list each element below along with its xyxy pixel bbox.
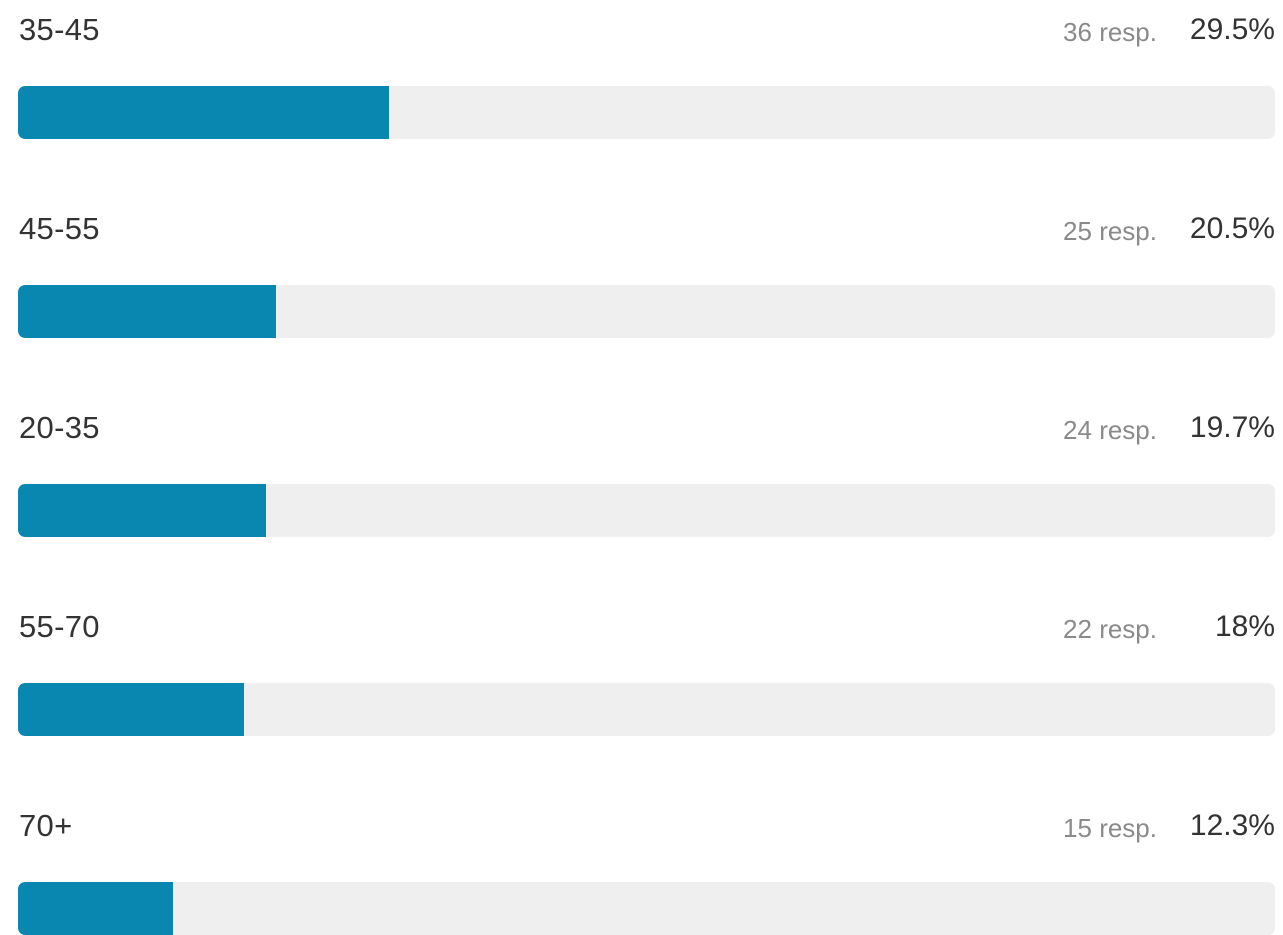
bar-row: 70+ 15 resp. 12.3% xyxy=(18,804,1275,935)
bar-fill xyxy=(18,285,276,338)
bar-row: 20-35 24 resp. 19.7% xyxy=(18,406,1275,537)
response-count-label: 22 resp. xyxy=(1063,614,1157,644)
percent-label: 19.7% xyxy=(1189,411,1275,444)
bar-track xyxy=(18,882,1275,935)
category-label: 45-55 xyxy=(19,211,100,246)
bar-track xyxy=(18,683,1275,736)
response-count-label: 24 resp. xyxy=(1063,415,1157,445)
percent-label: 20.5% xyxy=(1189,212,1275,245)
bar-track xyxy=(18,484,1275,537)
category-label: 70+ xyxy=(19,808,73,843)
bar-track xyxy=(18,285,1275,338)
bar-fill xyxy=(18,882,173,935)
bar-fill xyxy=(18,484,266,537)
category-label: 35-45 xyxy=(19,12,100,47)
bar-row: 45-55 25 resp. 20.5% xyxy=(18,207,1275,338)
bar-fill xyxy=(18,683,245,736)
category-label: 20-35 xyxy=(19,410,100,445)
bar-row: 55-70 22 resp. 18% xyxy=(18,605,1275,736)
percent-label: 29.5% xyxy=(1189,13,1275,46)
category-label: 55-70 xyxy=(19,609,100,644)
response-count-label: 36 resp. xyxy=(1063,17,1157,47)
bar-row: 35-45 36 resp. 29.5% xyxy=(18,8,1275,139)
bar-track xyxy=(18,86,1275,139)
percent-label: 18% xyxy=(1214,610,1275,643)
response-count-label: 25 resp. xyxy=(1063,216,1157,246)
response-count-label: 15 resp. xyxy=(1063,813,1157,843)
bar-fill xyxy=(18,86,389,139)
percent-label: 12.3% xyxy=(1189,809,1275,842)
